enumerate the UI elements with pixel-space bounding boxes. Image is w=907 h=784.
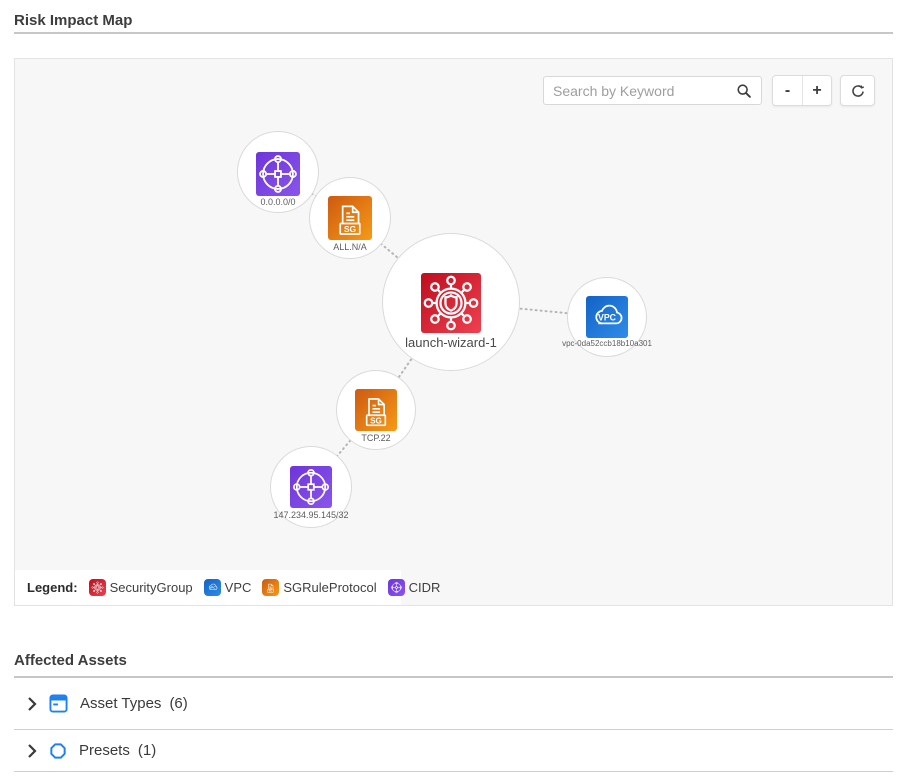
legend-title: Legend: (27, 580, 78, 595)
node-label: TCP.22 (361, 433, 391, 443)
security-group-icon (88, 579, 106, 596)
node-security-group[interactable]: launch-wizard-1 (382, 233, 520, 371)
search-box (543, 76, 762, 105)
chevron-right-icon[interactable] (26, 696, 37, 712)
asset-row-label: Presets (79, 742, 130, 759)
presets-row[interactable]: Presets (1) (14, 730, 893, 772)
security-group-icon (421, 273, 481, 333)
node-label: ALL.N/A (333, 242, 367, 252)
cidr-icon (290, 466, 332, 508)
affected-assets-divider (14, 676, 893, 678)
search-input[interactable] (553, 82, 736, 99)
legend-item-vpc: VPC (203, 579, 251, 596)
affected-assets-title: Affected Assets (14, 652, 127, 669)
asset-types-row[interactable]: Asset Types (6) (14, 678, 893, 730)
sg-rule-icon (262, 579, 280, 596)
magnifier-icon[interactable] (736, 83, 752, 99)
node-label: vpc-0da52ccb18b10a301 (562, 339, 652, 348)
vpc-icon (203, 579, 221, 596)
page-title: Risk Impact Map (14, 12, 133, 29)
refresh-button[interactable] (840, 75, 875, 106)
sg-rule-icon (355, 389, 397, 431)
cidr-icon (256, 152, 300, 196)
risk-map-canvas[interactable]: 0.0.0.0/0 ALL.N/A launch-wizard-1 vpc-0d… (14, 58, 893, 606)
cidr-icon (387, 579, 405, 596)
node-sgrule-tcp22[interactable]: TCP.22 (336, 370, 416, 450)
node-label: 147.234.95.145/32 (273, 510, 349, 520)
vpc-icon (586, 296, 628, 338)
legend-item-cidr: CIDR (387, 579, 440, 596)
node-cidr-any[interactable]: 0.0.0.0/0 (237, 131, 319, 213)
node-cidr-147[interactable]: 147.234.95.145/32 (270, 446, 352, 528)
legend-item-security-group: SecurityGroup (88, 579, 193, 596)
legend-item-sg-rule: SGRuleProtocol (262, 579, 377, 596)
chevron-right-icon[interactable] (26, 743, 37, 759)
clockwise-arrow-icon (851, 84, 864, 97)
node-vpc[interactable]: vpc-0da52ccb18b10a301 (562, 277, 652, 357)
legend-bar: Legend: SecurityGroup VPC SGRuleProtocol (15, 570, 440, 605)
sg-rule-icon (328, 196, 372, 240)
title-divider (14, 32, 893, 34)
node-label: launch-wizard-1 (405, 335, 497, 350)
zoom-in-button[interactable]: + (802, 76, 831, 105)
presets-icon (50, 742, 66, 759)
zoom-out-button[interactable]: - (773, 76, 802, 105)
node-label: 0.0.0.0/0 (260, 197, 296, 207)
asset-row-count: (6) (169, 695, 188, 712)
asset-types-icon (49, 694, 68, 713)
asset-row-label: Asset Types (80, 695, 162, 712)
zoom-controls: - + (772, 75, 832, 106)
node-sgrule-all[interactable]: ALL.N/A (309, 177, 391, 259)
asset-row-count: (1) (137, 742, 157, 759)
